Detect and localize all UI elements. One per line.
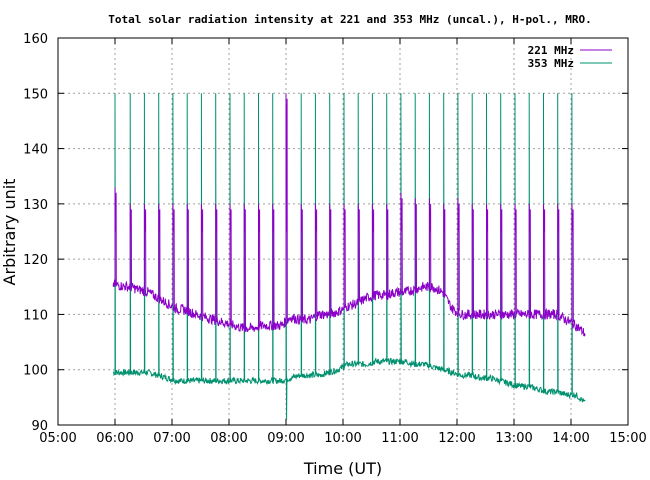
legend-label-353: 353 MHz (528, 57, 574, 70)
series-line-221 (112, 93, 586, 337)
x-tick-label: 13:00 (495, 431, 532, 446)
y-tick-label: 110 (23, 308, 48, 323)
x-tick-label: 11:00 (381, 431, 418, 446)
y-tick-label: 120 (23, 253, 48, 268)
y-tick-label: 130 (23, 198, 48, 213)
y-tick-label: 90 (31, 419, 48, 434)
legend: 221 MHz 353 MHz (528, 44, 612, 70)
x-tick-label: 15:00 (609, 431, 646, 446)
x-tick-label: 05:00 (39, 431, 76, 446)
x-tick-label: 07:00 (153, 431, 190, 446)
x-tick-label: 12:00 (438, 431, 475, 446)
grid (58, 38, 628, 425)
y-axis-label: Arbitrary unit (0, 179, 19, 286)
x-tick-label: 06:00 (96, 431, 133, 446)
x-tick-label: 09:00 (267, 431, 304, 446)
chart-title: Total solar radiation intensity at 221 a… (108, 13, 591, 26)
y-tick-label: 150 (23, 87, 48, 102)
x-tick-label: 14:00 (552, 431, 589, 446)
series-line-353 (112, 93, 586, 420)
legend-label-221: 221 MHz (528, 44, 574, 57)
y-tick-label: 160 (23, 32, 48, 47)
y-tick-label: 140 (23, 143, 48, 158)
plot-series (112, 93, 586, 420)
y-tick-label: 100 (23, 364, 48, 379)
x-tick-label: 08:00 (210, 431, 247, 446)
x-tick-label: 10:00 (324, 431, 361, 446)
x-axis-label: Time (UT) (303, 459, 382, 478)
axis-ticks: 90 100 110 120 130 140 150 160 05:00 06:00 07:00 08… (23, 32, 647, 446)
